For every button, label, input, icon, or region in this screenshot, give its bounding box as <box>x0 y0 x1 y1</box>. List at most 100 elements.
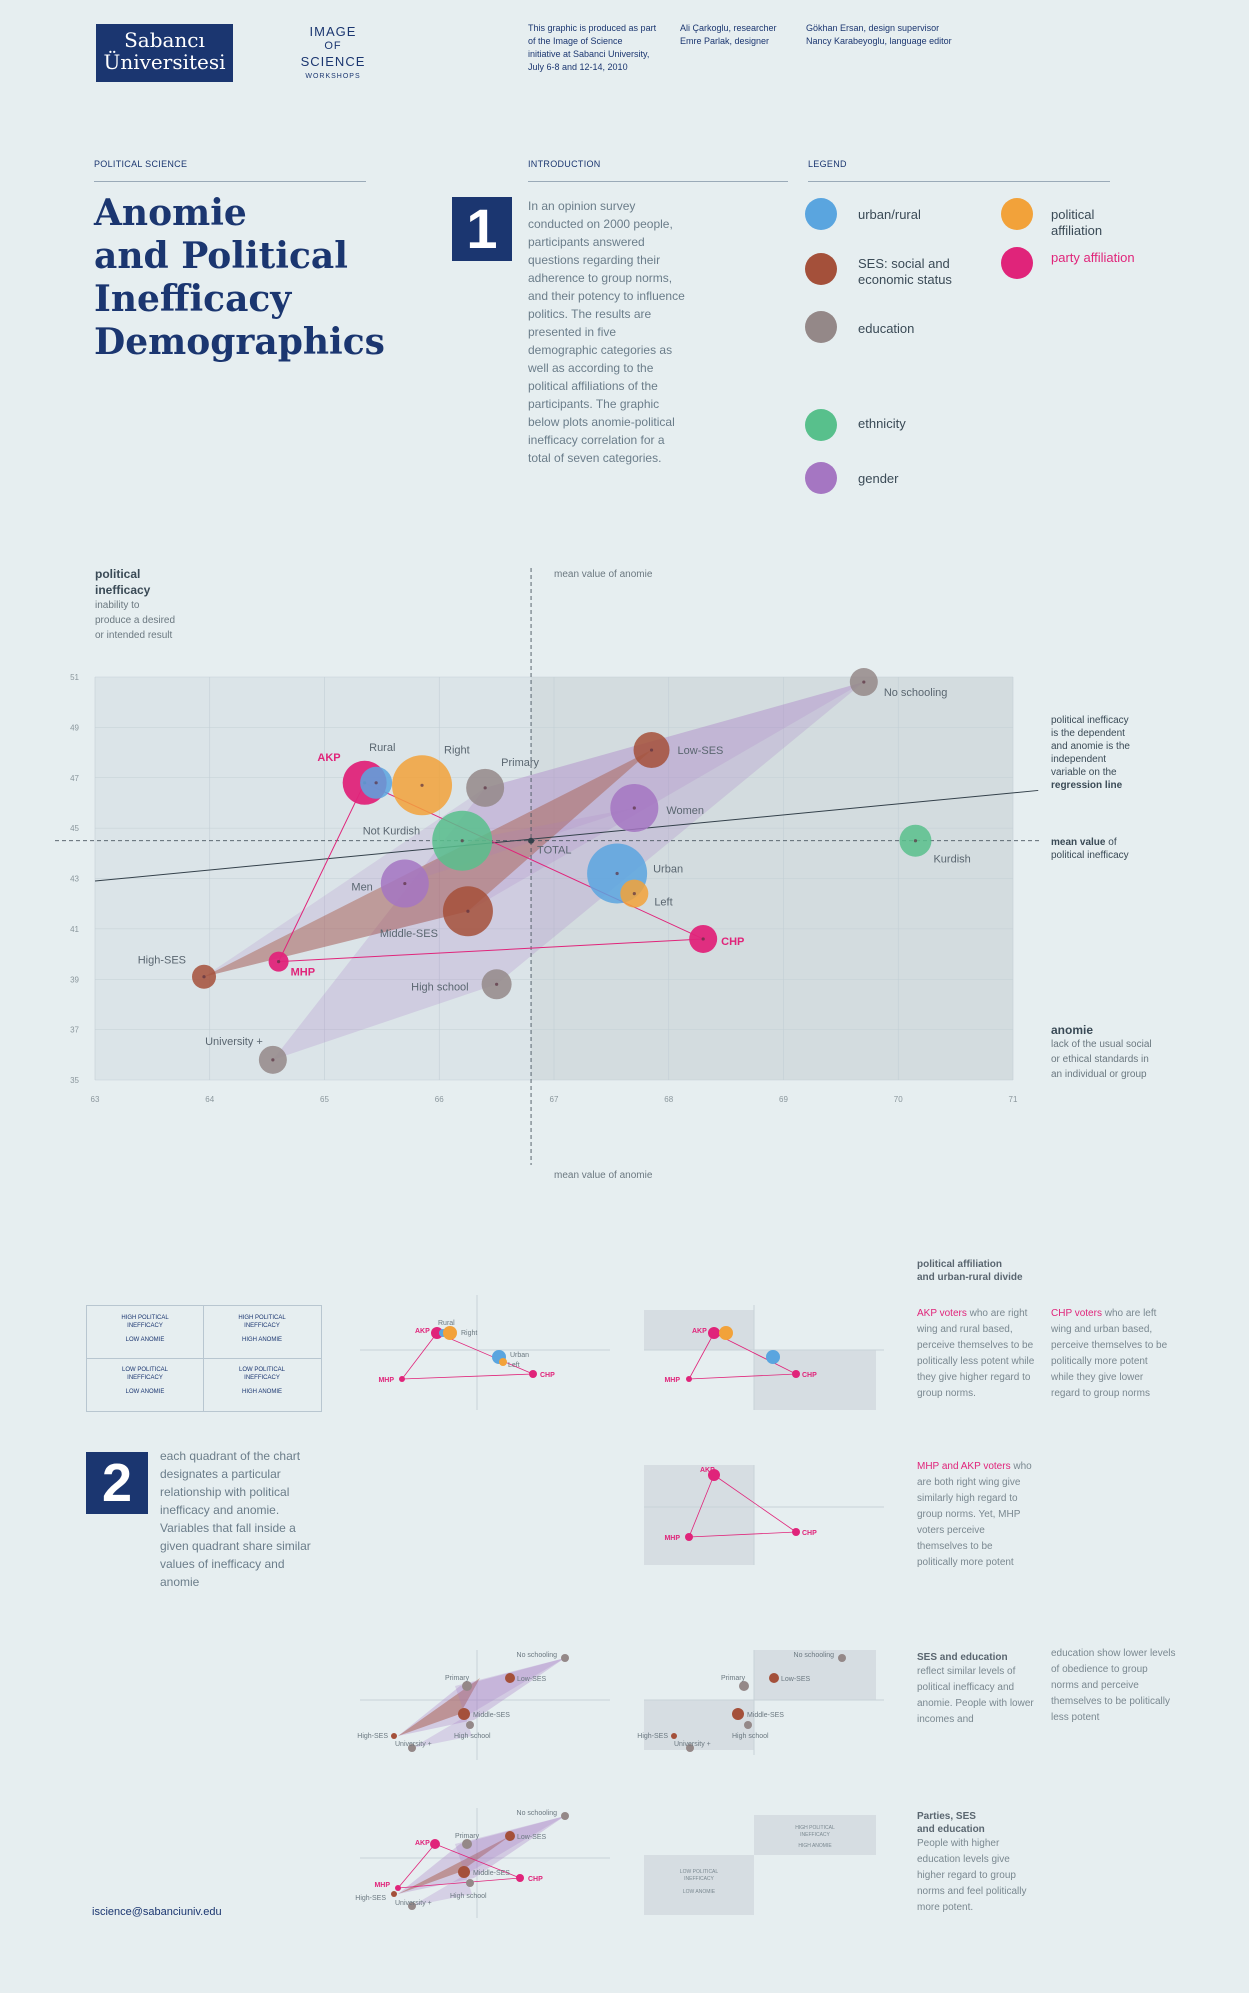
divider <box>528 181 788 182</box>
mini-label-university: University + <box>674 1741 711 1748</box>
quadrant-hpi-la: HIGH POLITICAL INEFFICACY LOW ANOMIE <box>87 1314 203 1344</box>
education-area-2 <box>204 682 864 977</box>
mini-polygon <box>398 1816 565 1894</box>
note-political-urban: political affiliation and urban-rural di… <box>917 1258 1037 1284</box>
note-akp-rest: who are right wing and rural based, perc… <box>917 1308 1035 1399</box>
mini-q-label: LOW POLITICAL <box>680 1869 719 1875</box>
regression-note: political inefficacy is the dependent an… <box>1051 714 1171 792</box>
legend-dot-urban <box>805 198 837 230</box>
y-axis-sub: produce a desired <box>95 615 176 626</box>
mini-line <box>713 1474 797 1533</box>
label-men: Men <box>351 882 372 894</box>
q-line: HIGH ANOMIE <box>241 1389 282 1395</box>
x-axis-sub: an individual or group <box>1051 1069 1147 1080</box>
note-ses-education: SES and education reflect similar levels… <box>917 1651 1035 1728</box>
grid <box>94 676 1014 1081</box>
mini-point-low-ses <box>505 1673 515 1683</box>
mini-polygon <box>398 1836 510 1894</box>
x-axis-sub: lack of the usual social <box>1051 1039 1152 1050</box>
title-line: and Political <box>94 235 348 277</box>
label-high-ses: High-SES <box>138 955 186 967</box>
mini-chart-2: AKP MHP CHP <box>644 1305 884 1410</box>
mini-line <box>436 1332 534 1375</box>
section-label-introduction: INTRODUCTION <box>528 159 601 169</box>
ios-line1: IMAGE <box>309 24 357 39</box>
contact-email-link[interactable]: iscience@sabanciuniv.edu <box>92 1906 222 1918</box>
legend-label-urban: urban/rural <box>858 207 921 222</box>
regression-line <box>94 789 1039 882</box>
credit2-line: Emre Parlak, designer <box>680 36 770 46</box>
x-tick-label: 65 <box>320 1095 329 1104</box>
y-axis-description: political inefficacy inability to produc… <box>95 566 175 643</box>
legend-dot-political <box>1001 198 1033 230</box>
mini-point-akp <box>431 1327 443 1339</box>
point-labels: No schooling Low-SES Primary Right Rural AKP W… <box>138 687 971 1048</box>
quadrant-lpi-la: LOW POLITICAL INEFFICACY LOW ANOMIE <box>87 1366 203 1396</box>
mini-line <box>401 1373 534 1380</box>
section-number-1: 1 <box>452 197 512 261</box>
label-university: University + <box>205 1036 263 1048</box>
mini-label-high-ses: High-SES <box>357 1733 388 1740</box>
mini-q-label: INEFFICACY <box>800 1832 830 1838</box>
mini-point-urban <box>766 1350 780 1364</box>
mini-quadrant <box>644 1310 754 1350</box>
mini-point-akp <box>708 1469 720 1481</box>
mini-point-high-ses <box>391 1891 397 1897</box>
label-total: TOTAL <box>537 845 571 857</box>
mini-q-label: HIGH POLITICAL <box>795 1825 835 1831</box>
mini-point-low-ses <box>769 1673 779 1683</box>
mini-point-chp <box>792 1370 800 1378</box>
mean-ineff-bold: mean value <box>1051 837 1106 848</box>
mini-chart-6: AKP MHP CHP No schooling Primary Low-SES… <box>355 1808 610 1918</box>
mini-chart-7: HIGH POLITICAL INEFFICACY HIGH ANOMIE LO… <box>644 1815 876 1915</box>
note-akp: AKP voters who are right wing and rural … <box>917 1306 1035 1402</box>
note-head: and urban-rural divide <box>917 1272 1023 1283</box>
mini-label-primary: Primary <box>721 1675 746 1682</box>
mini-line <box>401 1332 438 1380</box>
legend-label-political: political affiliation <box>1051 207 1103 238</box>
mini-label-high-ses: High-SES <box>637 1733 668 1740</box>
mini-line <box>434 1843 521 1879</box>
y-tick-label: 47 <box>70 774 79 783</box>
divider <box>808 181 1110 182</box>
page-title: Anomie and Political Inefficacy Demograp… <box>94 192 385 364</box>
mean-inefficacy-note: mean value of political inefficacy <box>1051 836 1171 862</box>
regression-note-line: variable on the <box>1051 767 1117 778</box>
mini-point-high-ses <box>391 1733 397 1739</box>
mini-label-chp: CHP <box>540 1372 555 1379</box>
main-scatter-chart: No schooling Low-SES Primary Right Rural AKP W… <box>55 568 1040 1165</box>
mini-label-mhp: MHP <box>374 1882 390 1889</box>
x-tick-label: 69 <box>779 1095 788 1104</box>
mini-label-low-ses: Low-SES <box>517 1676 547 1683</box>
mini-point-no-schooling <box>561 1654 569 1662</box>
mini-point-middle-ses <box>458 1708 470 1720</box>
mini-label-left: Left <box>508 1362 520 1369</box>
intro-text: In an opinion survey conducted on 2000 p… <box>528 199 685 465</box>
mini-polygon <box>398 1658 565 1736</box>
mini-point-primary <box>462 1681 472 1691</box>
note-chp: CHP voters who are left wing and urban b… <box>1051 1306 1169 1402</box>
note-head: political affiliation <box>917 1259 1003 1270</box>
mini-point-no-schooling <box>838 1654 846 1662</box>
note-ses-education-2: education show lower levels of obedience… <box>1051 1648 1176 1723</box>
party-connector <box>278 938 704 963</box>
legend-dot-party <box>1001 247 1033 279</box>
point-center-middle-ses <box>466 909 470 913</box>
small-multiples: AKP Rural Right Urban Left MHP CHP AKP M… <box>355 1295 884 1918</box>
q-line: LOW ANOMIE <box>125 1337 165 1343</box>
regression-note-line: and anomie is the <box>1051 741 1130 752</box>
mini-point-university <box>408 1902 416 1910</box>
credit1-line: of the Image of Science <box>528 36 623 46</box>
mini-line <box>397 1877 521 1889</box>
y-tick-label: 37 <box>70 1026 79 1035</box>
mini-label-low-ses: Low-SES <box>517 1834 547 1841</box>
note-parties-text: People with higher education levels give… <box>917 1838 1027 1913</box>
credit-block-1: This graphic is produced as part of the … <box>528 22 656 74</box>
q-line: LOW ANOMIE <box>125 1389 165 1395</box>
legend-label-party: party affiliation <box>1051 250 1135 265</box>
mini-label-mhp: MHP <box>664 1535 680 1542</box>
point-center-university <box>271 1058 275 1062</box>
mini-label-mhp: MHP <box>378 1377 394 1384</box>
mini-quadrant <box>754 1815 876 1855</box>
note-mhp-akp-rest: who are both right wing give similarly h… <box>917 1461 1032 1568</box>
